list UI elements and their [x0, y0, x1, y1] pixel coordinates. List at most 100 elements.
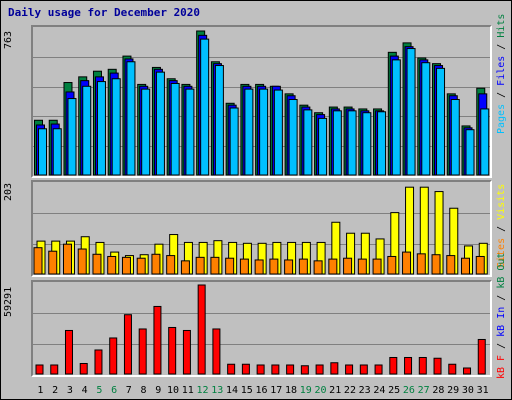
x-tick-label: 11 — [182, 385, 194, 396]
kbytes-plot — [33, 284, 490, 375]
x-tick-label: 7 — [126, 385, 132, 396]
kbytes-bar — [300, 365, 309, 375]
kbytes-bar — [197, 284, 206, 375]
legend-kbytes: kB F / kB In / kB Out — [496, 253, 507, 379]
legend-sep: / — [496, 219, 507, 238]
sites-bar — [446, 255, 456, 275]
legend-sep: / — [496, 85, 507, 104]
pages-bar — [465, 129, 475, 176]
legend-sep: / — [496, 336, 507, 355]
kbytes-bar — [477, 338, 486, 375]
kbytes-bar — [330, 362, 339, 375]
x-tick-label: 18 — [285, 385, 297, 396]
kbytes-bar — [94, 349, 103, 375]
legend-pages: Pages — [496, 103, 507, 134]
x-tick-label: 3 — [67, 385, 73, 396]
x-tick-label: 31 — [477, 385, 489, 396]
sites-bar — [166, 255, 176, 275]
x-tick-label: 19 — [300, 385, 312, 396]
sites-bar — [431, 254, 441, 275]
x-tick-label: 23 — [359, 385, 371, 396]
x-tick-label: 14 — [226, 385, 238, 396]
sites-bar — [62, 243, 72, 275]
pages-bar — [362, 112, 372, 176]
kbytes-bar — [109, 337, 118, 375]
pages-bar — [450, 99, 460, 176]
y-max-label-kbytes: 59291 — [3, 286, 14, 317]
pages-bar — [52, 128, 62, 176]
legend-visits: Visits — [496, 183, 507, 220]
kbytes-bar — [374, 364, 383, 375]
hits-files-pages-panel — [31, 25, 492, 178]
x-tick-label: 8 — [141, 385, 147, 396]
kbytes-bar — [256, 364, 265, 375]
sites-bar — [107, 255, 117, 275]
kbytes-bar — [286, 364, 295, 375]
kbytes-bar — [138, 328, 147, 375]
pages-bar — [391, 59, 401, 176]
kbytes-bar — [182, 329, 191, 375]
legend-sep: / — [496, 37, 507, 56]
kbytes-bar — [345, 364, 354, 375]
pages-bar — [332, 110, 342, 176]
legend-hits: Hits — [496, 13, 507, 38]
pages-bar — [244, 88, 254, 176]
x-tick-label: 22 — [344, 385, 356, 396]
pages-bar — [200, 38, 210, 176]
kbytes-bar — [79, 362, 88, 375]
kbytes-bar — [227, 363, 236, 375]
pages-bar — [436, 67, 446, 176]
legend-sep: / — [496, 288, 507, 307]
sites-bar — [284, 259, 294, 275]
y-max-label-visits: 203 — [3, 182, 14, 201]
kbytes-bar — [359, 364, 368, 375]
kbytes-bar — [168, 326, 177, 375]
x-tick-label: 10 — [167, 385, 179, 396]
sites-bar — [254, 259, 264, 275]
sites-bar — [77, 248, 87, 275]
legend-hits-files-pages: Pages / Files / Hits — [496, 14, 507, 134]
sites-bar — [225, 257, 235, 275]
sites-bar — [269, 258, 279, 275]
pages-bar — [480, 108, 490, 176]
kbytes-bar — [212, 328, 221, 375]
kbytes-bar — [315, 364, 324, 375]
pages-bar — [318, 117, 328, 176]
pages-bar — [111, 78, 121, 176]
x-tick-label: 20 — [314, 385, 326, 396]
legend-kbf: kB F — [496, 354, 507, 379]
sites-bar — [328, 258, 338, 275]
x-tick-label: 17 — [270, 385, 282, 396]
sites-bar — [402, 251, 412, 275]
pages-bar — [155, 71, 165, 176]
legend-kbin: kB In — [496, 306, 507, 337]
visits-sites-panel — [31, 180, 492, 277]
sites-bar — [210, 256, 220, 275]
x-tick-label: 1 — [37, 385, 43, 396]
sites-bar — [313, 260, 323, 275]
kbytes-bar — [448, 363, 457, 375]
x-tick-label: 24 — [373, 385, 385, 396]
sites-bar — [387, 255, 397, 275]
x-tick-label: 13 — [211, 385, 223, 396]
kbytes-bar — [153, 305, 162, 375]
kbytes-bar — [389, 356, 398, 375]
kbytes-bar — [463, 367, 472, 375]
sites-bar — [416, 253, 426, 275]
pages-bar — [229, 107, 239, 176]
pages-bar — [288, 99, 298, 176]
x-tick-label: 4 — [82, 385, 88, 396]
pages-bar — [185, 88, 195, 176]
x-tick-label: 30 — [462, 385, 474, 396]
x-tick-label: 12 — [197, 385, 209, 396]
kbytes-bar — [123, 314, 132, 375]
sites-bar — [151, 253, 161, 275]
kbytes-bar — [241, 363, 250, 375]
x-tick-label: 6 — [111, 385, 117, 396]
y-max-label-hits: 763 — [3, 30, 14, 49]
legend-files: Files — [496, 55, 507, 86]
visits-sites-plot — [33, 186, 490, 275]
sites-bar — [343, 257, 353, 275]
sites-bar — [136, 257, 146, 275]
kbytes-bar — [404, 356, 413, 375]
